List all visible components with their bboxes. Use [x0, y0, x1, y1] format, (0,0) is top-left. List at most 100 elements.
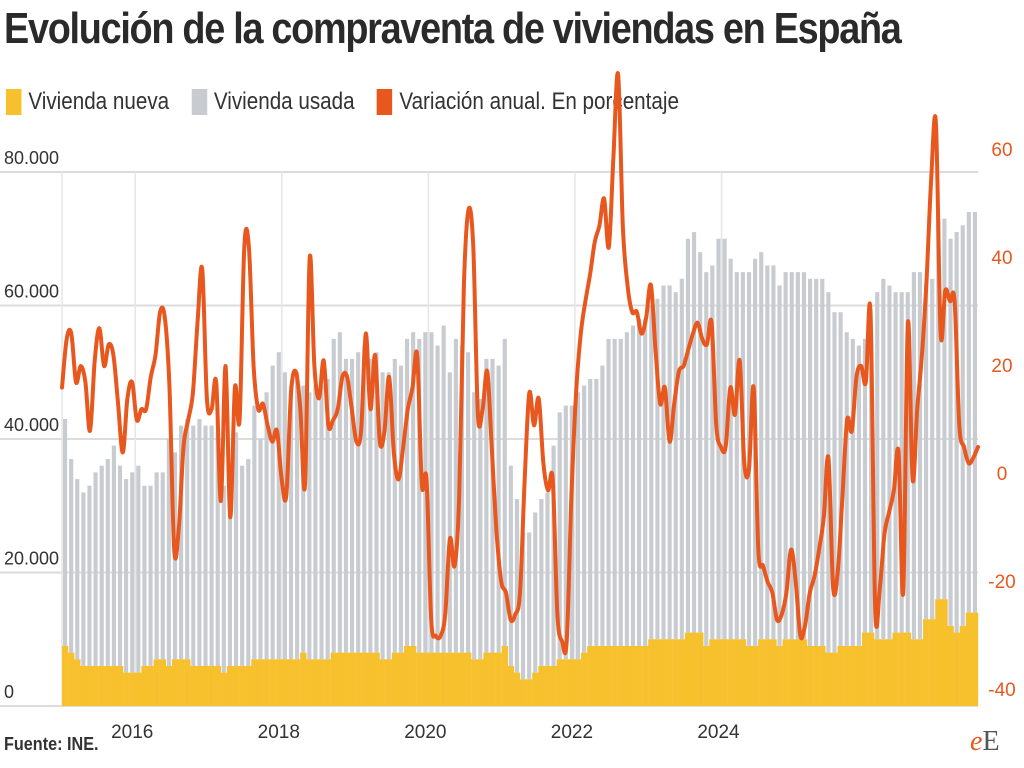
- legend-label-variation: Variación anual. En porcentaje: [399, 88, 679, 115]
- bar-used: [514, 499, 520, 673]
- bar-new: [416, 652, 423, 706]
- bar-used: [246, 459, 251, 666]
- bar-new: [92, 665, 99, 706]
- bar-used: [795, 272, 800, 640]
- bar-used: [392, 358, 397, 653]
- bar-new: [135, 672, 142, 706]
- bar-new: [642, 645, 649, 706]
- bar-new: [159, 659, 167, 706]
- bar-used: [850, 338, 855, 646]
- bar-new: [465, 652, 472, 706]
- bar-used: [215, 432, 220, 666]
- legend-swatch-new: [6, 89, 22, 115]
- gridlines: [0, 171, 978, 707]
- bar-new: [403, 645, 411, 706]
- bar-new: [86, 665, 93, 706]
- legend: Vivienda nueva Vivienda usada Variación …: [6, 86, 701, 118]
- right-tick-label: -40: [988, 680, 1015, 701]
- bar-new: [587, 645, 594, 706]
- bar-used: [197, 418, 202, 666]
- bar-new: [825, 652, 832, 706]
- bar-used: [343, 358, 349, 653]
- bar-new: [556, 659, 563, 706]
- bar-used: [124, 479, 129, 673]
- bar-new: [727, 639, 734, 706]
- bar-used: [698, 252, 703, 633]
- bar-used: [954, 232, 959, 633]
- legend-item-new: Vivienda nueva: [6, 88, 169, 116]
- bar-used: [832, 312, 837, 653]
- bar-used: [368, 358, 373, 653]
- bar-new: [666, 639, 673, 706]
- bar-new: [349, 652, 356, 706]
- left-tick-label: 0: [4, 682, 14, 702]
- bar-used: [789, 272, 794, 640]
- bar-new: [391, 652, 399, 706]
- legend-swatch-variation: [376, 89, 393, 115]
- right-tick-label: 0: [997, 464, 1008, 485]
- bar-used: [710, 265, 715, 640]
- bar-used: [588, 378, 593, 646]
- bar-new: [68, 652, 75, 706]
- bar-new: [330, 652, 337, 706]
- bar-new: [831, 652, 838, 706]
- bar-new: [483, 652, 490, 706]
- bar-used: [105, 459, 110, 666]
- bar-new: [446, 652, 454, 706]
- bar-used: [386, 372, 391, 660]
- variation-line-path: [60, 71, 980, 656]
- bar-used: [594, 378, 599, 646]
- bar-used: [520, 532, 526, 680]
- bar-new: [837, 645, 844, 706]
- bar-used: [111, 445, 116, 666]
- bar-used: [887, 285, 892, 640]
- bar-new: [648, 639, 655, 706]
- bar-used: [881, 278, 886, 640]
- bar-used: [777, 285, 782, 646]
- bar-used: [221, 485, 226, 673]
- bar-new: [458, 652, 466, 706]
- bar-used: [869, 338, 874, 633]
- bar-used: [606, 338, 611, 646]
- bar-used: [160, 472, 165, 660]
- bar-new: [703, 645, 710, 706]
- right-tick-label: -20: [988, 572, 1015, 593]
- bar-used: [307, 392, 312, 660]
- brand-logo: eE: [970, 726, 1000, 757]
- bar-new: [495, 652, 502, 706]
- bar-new: [904, 632, 912, 706]
- left-tick-label: 20.000: [4, 549, 59, 569]
- bar-new: [275, 659, 283, 706]
- bar-used: [288, 385, 294, 660]
- bar-new: [739, 639, 747, 706]
- logo-letter: e: [970, 726, 983, 757]
- bar-new: [660, 639, 667, 706]
- bar-new: [410, 645, 417, 706]
- bar-new: [281, 659, 289, 706]
- bar-used: [637, 318, 642, 646]
- bar-new: [263, 659, 270, 706]
- bar-used: [453, 338, 458, 653]
- bar-new: [654, 639, 661, 706]
- bar-used: [533, 512, 538, 673]
- bar-new: [62, 645, 69, 706]
- bar-new: [367, 652, 374, 706]
- bar-new: [373, 652, 380, 706]
- bar-used: [362, 345, 367, 653]
- bar-new: [819, 645, 826, 706]
- bar-new: [807, 645, 814, 706]
- bar-used: [484, 358, 489, 653]
- bar-new: [599, 645, 606, 706]
- bar-new: [507, 665, 515, 706]
- bar-new: [306, 659, 313, 706]
- bar-new: [74, 659, 81, 706]
- chart-title: Evolución de la compraventa de viviendas…: [4, 4, 902, 53]
- bar-new: [385, 659, 392, 706]
- bar-used: [459, 345, 465, 653]
- bar-used: [325, 378, 330, 660]
- legend-item-used: Vivienda usada: [191, 88, 355, 116]
- bar-new: [971, 612, 979, 706]
- bar-new: [104, 665, 112, 706]
- left-axis-ticks: 0 20.000 40.000 60.000 80.000: [4, 148, 59, 702]
- bar-new: [202, 665, 209, 706]
